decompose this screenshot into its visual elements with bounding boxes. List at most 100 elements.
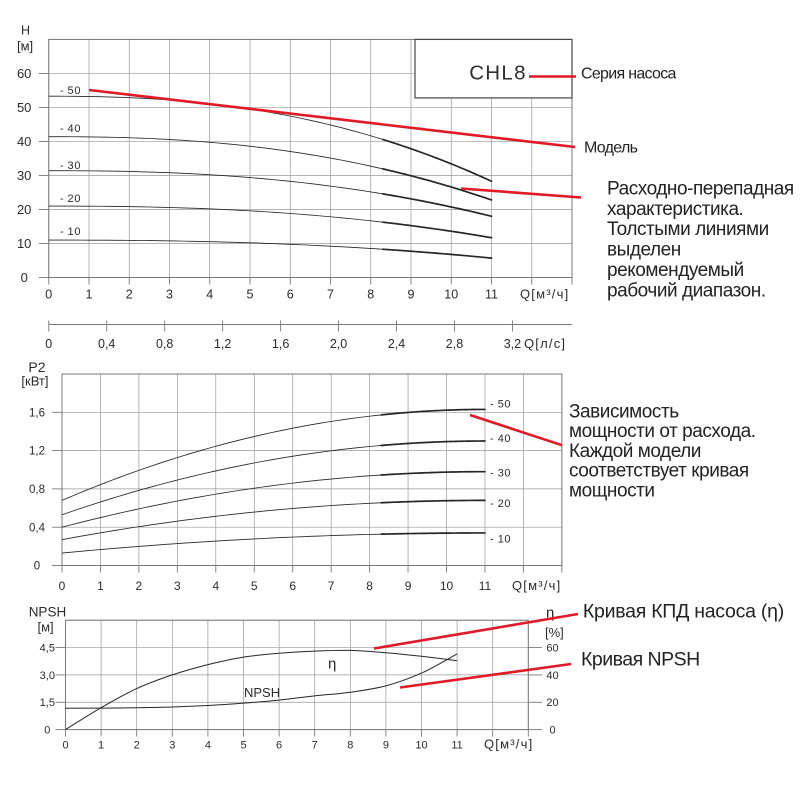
svg-text:7: 7 [327, 288, 334, 302]
svg-text:11: 11 [451, 740, 462, 752]
svg-text:2,0: 2,0 [330, 337, 347, 351]
svg-text:50: 50 [17, 100, 31, 115]
svg-text:Q[л/с]: Q[л/с] [524, 336, 566, 351]
svg-text:9: 9 [408, 288, 415, 302]
svg-text:P2: P2 [28, 359, 45, 375]
svg-text:5: 5 [240, 740, 246, 752]
svg-text:[м]: [м] [38, 620, 54, 635]
svg-text:11: 11 [485, 288, 498, 302]
svg-text:8: 8 [347, 740, 353, 752]
svg-text:20: 20 [546, 697, 558, 709]
svg-text:0: 0 [34, 561, 40, 573]
svg-text:0,4: 0,4 [29, 522, 46, 534]
svg-text:4: 4 [206, 288, 213, 302]
svg-text:60: 60 [17, 66, 31, 81]
svg-text:Каждой модели: Каждой модели [569, 441, 701, 462]
svg-text:- 30: - 30 [490, 468, 511, 480]
svg-text:10: 10 [444, 288, 458, 302]
svg-text:Модель: Модель [584, 140, 638, 157]
svg-text:Кривая КПД насоса (η): Кривая КПД насоса (η) [583, 601, 784, 623]
svg-text:5: 5 [251, 579, 258, 593]
svg-text:0: 0 [549, 725, 555, 737]
svg-text:20: 20 [17, 202, 31, 217]
svg-text:4,5: 4,5 [40, 642, 55, 654]
svg-text:30: 30 [17, 168, 31, 183]
svg-text:0,8: 0,8 [156, 337, 173, 351]
svg-text:NPSH: NPSH [244, 685, 280, 700]
svg-text:9: 9 [405, 579, 412, 593]
svg-text:Q[м³/ч]: Q[м³/ч] [484, 737, 533, 752]
svg-text:η: η [328, 656, 336, 673]
svg-text:1: 1 [86, 288, 93, 302]
svg-text:Кривая NPSH: Кривая NPSH [581, 649, 700, 671]
svg-text:8: 8 [367, 288, 374, 302]
svg-text:Серия насоса: Серия насоса [581, 66, 677, 83]
svg-text:9: 9 [383, 740, 389, 752]
svg-text:H: H [21, 24, 30, 38]
svg-text:6: 6 [276, 740, 282, 752]
svg-text:3: 3 [174, 579, 181, 593]
svg-text:0: 0 [45, 288, 52, 302]
svg-text:2: 2 [136, 579, 143, 593]
svg-text:- 10: - 10 [490, 534, 511, 546]
svg-text:0: 0 [59, 579, 66, 593]
svg-text:- 40: - 40 [490, 433, 511, 445]
svg-text:NPSH: NPSH [29, 605, 67, 620]
svg-text:10: 10 [440, 579, 454, 593]
svg-text:2,8: 2,8 [446, 337, 463, 351]
svg-text:3,2: 3,2 [504, 337, 521, 351]
svg-text:2,4: 2,4 [388, 337, 405, 351]
svg-text:Q[м³/ч]: Q[м³/ч] [512, 578, 561, 593]
svg-text:мощности: мощности [569, 480, 655, 501]
svg-text:- 20: - 20 [60, 193, 81, 205]
svg-text:40: 40 [17, 134, 31, 149]
svg-text:- 20: - 20 [490, 498, 511, 510]
svg-text:1,2: 1,2 [29, 446, 45, 458]
svg-text:4: 4 [205, 740, 211, 752]
svg-text:[м]: [м] [17, 39, 33, 54]
svg-text:Толстыми линиями: Толстыми линиями [607, 219, 769, 240]
svg-text:- 50: - 50 [490, 398, 511, 410]
svg-text:0: 0 [45, 337, 52, 351]
svg-text:6: 6 [287, 288, 294, 302]
svg-text:η: η [546, 605, 554, 622]
svg-text:1: 1 [97, 579, 104, 593]
svg-text:3: 3 [169, 740, 175, 752]
svg-text:1,6: 1,6 [29, 407, 45, 419]
svg-text:[кВт]: [кВт] [21, 374, 48, 389]
svg-text:8: 8 [366, 579, 373, 593]
svg-text:40: 40 [546, 670, 558, 682]
svg-text:10: 10 [17, 236, 31, 251]
svg-text:Q[м³/ч]: Q[м³/ч] [520, 287, 569, 302]
svg-text:- 10: - 10 [60, 226, 81, 238]
svg-text:0: 0 [44, 725, 50, 737]
svg-text:2: 2 [126, 288, 133, 302]
svg-text:1,2: 1,2 [214, 337, 231, 351]
svg-text:0: 0 [62, 740, 68, 752]
svg-text:10: 10 [415, 740, 427, 752]
svg-text:0,8: 0,8 [29, 484, 45, 496]
svg-text:рабочий диапазон.: рабочий диапазон. [607, 280, 766, 301]
svg-text:характеристика.: характеристика. [607, 199, 743, 220]
svg-text:CHL8: CHL8 [469, 62, 527, 85]
svg-text:0,4: 0,4 [98, 337, 115, 351]
svg-text:3,0: 3,0 [40, 670, 55, 682]
svg-text:2: 2 [134, 740, 140, 752]
svg-text:мощности от расхода.: мощности от расхода. [569, 421, 756, 442]
svg-text:Зависимость: Зависимость [569, 402, 679, 423]
svg-text:3: 3 [166, 288, 173, 302]
svg-text:- 40: - 40 [60, 123, 81, 135]
svg-text:4: 4 [212, 579, 219, 593]
svg-text:выделен: выделен [607, 240, 681, 261]
svg-text:1,5: 1,5 [40, 697, 55, 709]
svg-text:7: 7 [328, 579, 335, 593]
svg-text:60: 60 [546, 642, 558, 654]
svg-text:соответствует кривая: соответствует кривая [569, 461, 749, 482]
svg-text:Расходно-перепадная: Расходно-перепадная [607, 178, 794, 199]
svg-text:рекомендуемый: рекомендуемый [607, 260, 744, 281]
svg-text:0: 0 [21, 270, 28, 285]
svg-text:11: 11 [479, 579, 492, 593]
svg-text:- 30: - 30 [60, 160, 81, 172]
svg-text:6: 6 [289, 579, 296, 593]
svg-text:5: 5 [247, 288, 254, 302]
